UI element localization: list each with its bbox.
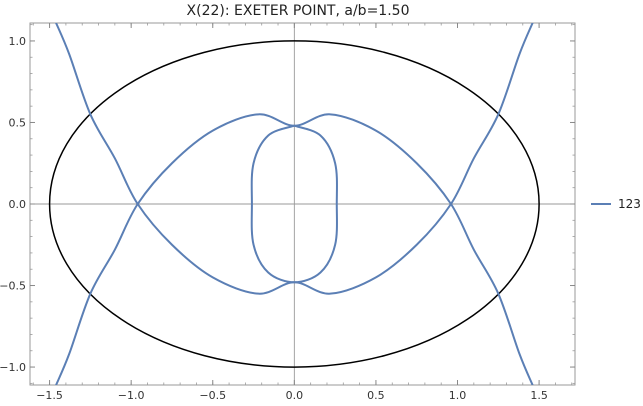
y-tick-label: 0.0 <box>9 198 27 211</box>
chart-title: X(22): EXETER POINT, a/b=1.50 <box>187 3 410 19</box>
legend-label: 123 <box>618 197 641 211</box>
y-tick-label: −0.5 <box>0 280 26 293</box>
x-tick-label: 1.5 <box>530 389 548 402</box>
x-tick-label: −1.0 <box>118 389 145 402</box>
legend: 123 <box>591 197 641 211</box>
x-tick-label: 0.5 <box>367 389 385 402</box>
y-tick-label: 0.5 <box>9 116 27 129</box>
x-tick-label: 1.0 <box>449 389 467 402</box>
plot-area: −1.5 −1.0 −0.5 0.0 0.5 1.0 1.5 −1.0 −0.5 0.0 0.5 1.… <box>0 22 576 402</box>
x-tick-label: 0.0 <box>286 389 304 402</box>
ellipse-curve <box>48 40 540 368</box>
y-tick-label: 1.0 <box>9 35 27 48</box>
series-curve-inner-loop <box>250 124 338 284</box>
curves-group <box>48 23 540 385</box>
x-tick-label: −0.5 <box>199 389 226 402</box>
y-tick-label: −1.0 <box>0 361 26 374</box>
x-tick-label: −1.5 <box>36 389 63 402</box>
